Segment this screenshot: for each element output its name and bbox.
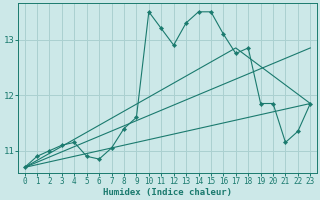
X-axis label: Humidex (Indice chaleur): Humidex (Indice chaleur) [103, 188, 232, 197]
